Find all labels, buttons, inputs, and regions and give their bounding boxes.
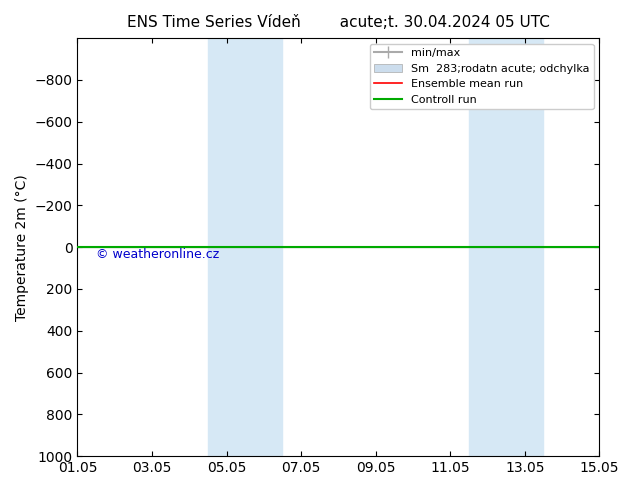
Bar [208,38,282,456]
Text: © weatheronline.cz: © weatheronline.cz [96,247,219,261]
Legend: min/max, Sm  283;rodatn acute; odchylka, Ensemble mean run, Controll run: min/max, Sm 283;rodatn acute; odchylka, … [370,44,593,109]
Bar [469,38,543,456]
Title: ENS Time Series Vídeň        acute;t. 30.04.2024 05 UTC: ENS Time Series Vídeň acute;t. 30.04.202… [127,15,550,30]
Y-axis label: Temperature 2m (°C): Temperature 2m (°C) [15,174,29,320]
